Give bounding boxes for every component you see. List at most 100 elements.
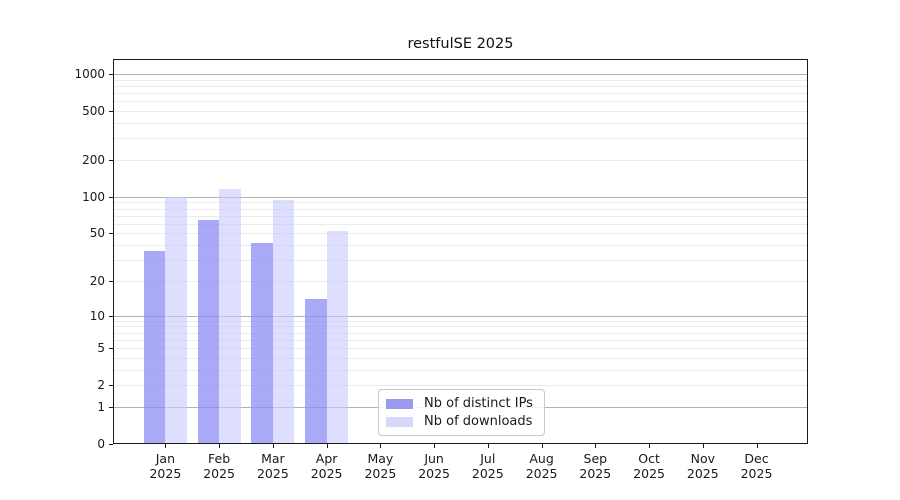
gridline-major — [113, 73, 808, 75]
gridline-minor — [113, 280, 808, 282]
x-tick-mark — [219, 444, 221, 448]
bar-downloads — [326, 231, 349, 444]
x-tick-label: Sep 2025 — [579, 451, 612, 481]
x-tick-year: 2025 — [203, 466, 235, 481]
gridline-minor — [113, 357, 808, 359]
bar-distinct-ips — [197, 219, 220, 444]
gridline-minor — [113, 101, 808, 103]
y-tick-label: 10 — [89, 308, 105, 323]
legend-label-distinct-ips: Nb of distinct IPs — [424, 396, 533, 411]
gridline-minor — [113, 122, 808, 124]
x-tick-label: Jul 2025 — [471, 451, 504, 481]
y-tick-mark — [109, 110, 113, 112]
gridline-minor — [113, 233, 808, 235]
legend: Nb of distinct IPs Nb of downloads — [378, 389, 545, 436]
y-tick-mark — [109, 233, 113, 235]
x-tick-label: Jan 2025 — [149, 451, 182, 481]
y-tick-label: 200 — [82, 152, 105, 167]
legend-swatch-downloads-icon — [386, 416, 413, 427]
y-tick-mark — [109, 444, 113, 445]
gridline-major — [113, 315, 808, 317]
x-tick-year: 2025 — [256, 466, 289, 481]
gridline-minor — [113, 215, 808, 217]
gridline-minor — [113, 320, 808, 322]
x-tick-mark — [272, 444, 274, 448]
x-tick-year: 2025 — [740, 466, 773, 481]
gridline-minor — [113, 326, 808, 328]
y-tick-label: 1 — [97, 399, 105, 414]
x-tick-year: 2025 — [579, 466, 612, 481]
x-tick-label: May 2025 — [364, 451, 397, 481]
chart-title: restfulSE 2025 — [407, 36, 514, 52]
x-tick-year: 2025 — [310, 466, 343, 481]
x-tick-year: 2025 — [471, 466, 504, 481]
x-tick-year: 2025 — [149, 466, 182, 481]
plot-area: Nb of distinct IPs Nb of downloads 1000 5… — [74, 59, 808, 481]
y-tick-mark — [109, 406, 113, 408]
x-tick-mark — [487, 444, 489, 448]
gridline-minor — [113, 202, 808, 204]
bar-distinct-ips — [143, 250, 166, 444]
bar-downloads — [165, 196, 187, 444]
x-tick-mark — [541, 444, 543, 448]
x-tick-label: Jun 2025 — [418, 451, 450, 481]
x-tick-label: Mar 2025 — [256, 451, 289, 481]
y-tick-mark — [109, 280, 113, 282]
gridline-minor — [113, 245, 808, 246]
x-tick-mark — [326, 444, 328, 448]
x-tick-year: 2025 — [633, 466, 665, 481]
x-tick-mark — [165, 444, 167, 448]
y-tick-label: 0 — [97, 437, 105, 451]
x-tick-label: Oct 2025 — [633, 451, 665, 481]
y-tick-label: 100 — [82, 189, 105, 204]
y-tick-mark — [109, 385, 113, 387]
y-tick-label: 20 — [89, 273, 105, 288]
legend-item-downloads: Nb of downloads — [386, 414, 537, 429]
legend-swatch-distinct-ips-icon — [386, 398, 413, 409]
x-tick-mark — [595, 444, 597, 448]
y-tick-mark — [109, 159, 113, 161]
x-tick-year: 2025 — [525, 466, 558, 481]
x-tick-label: Apr 2025 — [310, 451, 343, 481]
y-tick-label: 5 — [97, 341, 105, 355]
x-tick-year: 2025 — [418, 466, 450, 481]
legend-item-distinct-ips: Nb of distinct IPs — [386, 396, 537, 411]
x-tick-mark — [649, 444, 651, 448]
gridline-minor — [113, 92, 808, 94]
bar-distinct-ips — [251, 242, 273, 444]
y-tick-label: 1000 — [74, 66, 105, 81]
x-tick-year: 2025 — [686, 466, 719, 481]
bar-downloads — [219, 189, 241, 444]
y-tick-mark — [109, 348, 113, 349]
gridline-minor — [113, 223, 808, 225]
bar-downloads — [272, 199, 295, 444]
y-tick-mark — [109, 196, 113, 198]
y-tick-mark — [109, 73, 113, 75]
gridline-minor — [113, 208, 808, 210]
gridline-minor — [113, 332, 808, 334]
x-tick-mark — [702, 444, 704, 448]
x-tick-mark — [434, 444, 436, 448]
x-tick-label: Feb 2025 — [203, 451, 235, 481]
gridline-minor — [113, 385, 808, 387]
y-tick-label: 500 — [82, 103, 105, 118]
gridline-minor — [113, 339, 808, 341]
gridline-minor — [113, 260, 808, 261]
gridline-minor — [113, 85, 808, 87]
gridline-minor — [113, 159, 808, 161]
y-tick-mark — [109, 315, 113, 317]
x-tick-mark — [380, 444, 382, 448]
x-tick-mark — [756, 444, 758, 448]
x-tick-year: 2025 — [364, 466, 397, 481]
y-tick-label: 50 — [89, 226, 105, 241]
gridline-minor — [113, 348, 808, 349]
gridline-major — [113, 196, 808, 198]
gridline-minor — [113, 79, 808, 81]
gridline-minor — [113, 369, 808, 371]
x-tick-label: Nov 2025 — [686, 451, 719, 481]
x-tick-label: Dec 2025 — [740, 451, 773, 481]
x-tick-label: Aug 2025 — [525, 451, 558, 481]
legend-label-downloads: Nb of downloads — [424, 414, 533, 429]
y-tick-label: 2 — [97, 378, 105, 393]
